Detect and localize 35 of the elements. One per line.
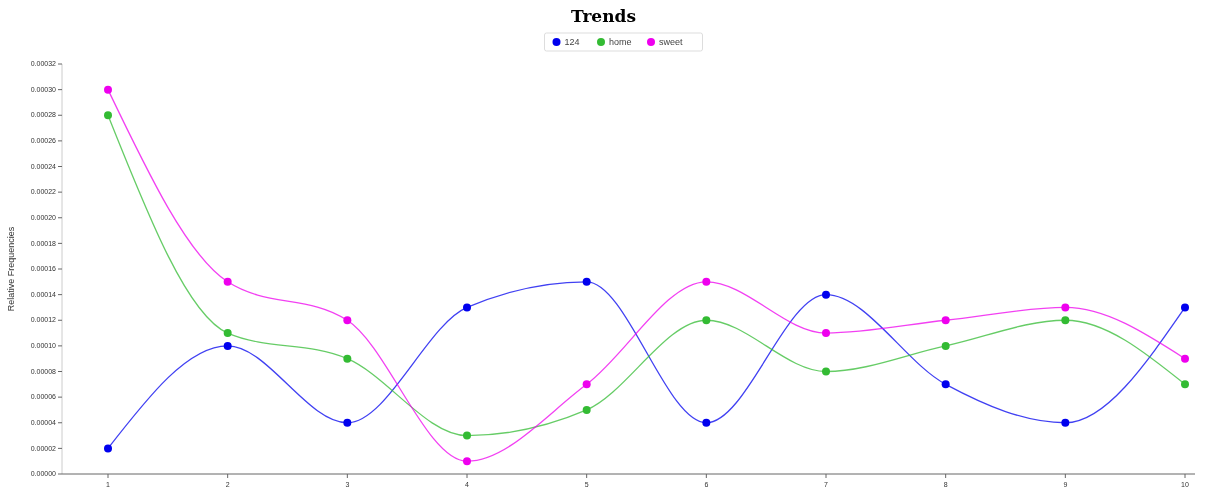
point [223,277,232,286]
point [343,316,352,325]
point [343,418,352,427]
point [1061,303,1070,312]
point [104,444,112,453]
point [822,290,830,299]
point [582,405,591,414]
legend-label: home [609,36,632,47]
chart-title: Trends [570,6,637,26]
point [223,341,232,350]
point [822,329,830,338]
point [463,303,471,312]
point [941,380,950,389]
legend-label: 124 [564,36,580,47]
point [702,277,711,286]
point [941,316,950,325]
point [343,354,352,363]
y-axis-title: Relative Frequencies [6,226,16,312]
point [1181,380,1189,389]
point [223,329,232,338]
point [582,380,591,389]
legend-label: sweet [659,36,684,47]
point [104,111,112,120]
point [463,457,471,466]
point [463,431,471,440]
point [702,418,711,427]
point [1061,316,1070,325]
point [582,277,591,286]
point [1181,303,1189,312]
point [702,316,711,325]
point [1061,418,1070,427]
point [1181,354,1189,363]
point [941,341,950,350]
point [822,367,830,376]
point [104,85,112,94]
